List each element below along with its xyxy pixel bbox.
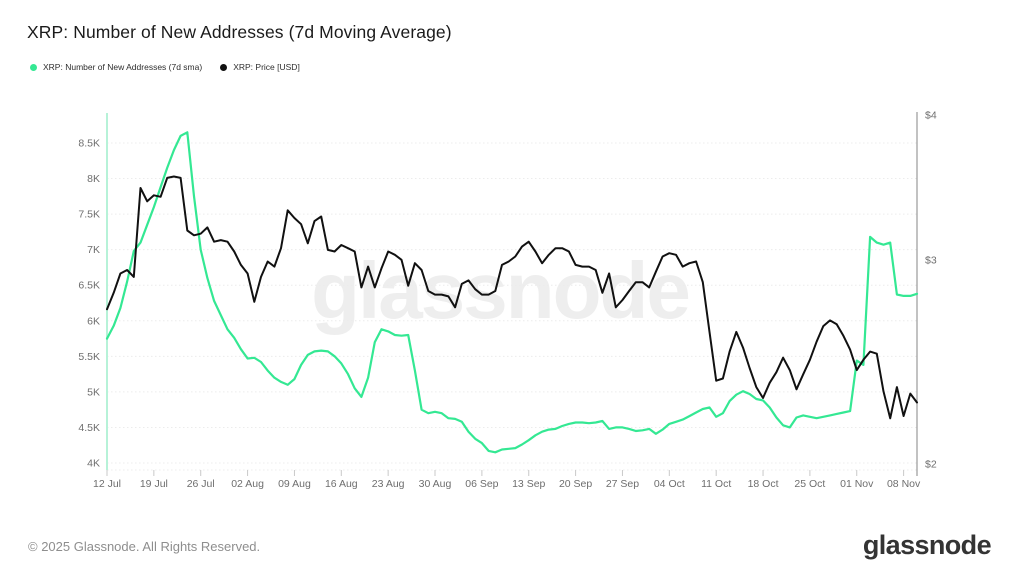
x-axis-tick-label: 26 Jul (187, 478, 215, 490)
y-axis-left-tick-label: 4K (87, 458, 100, 470)
y-axis-left-tick-label: 6K (87, 315, 100, 327)
y-axis-right-tick-label: $3 (925, 254, 937, 266)
y-axis-left-tick-label: 8.5K (78, 138, 100, 150)
x-axis-tick-label: 20 Sep (559, 478, 592, 490)
y-axis-right-tick-label: $2 (925, 459, 937, 471)
x-axis-tick-label: 25 Oct (794, 478, 825, 490)
glassnode-logo: glassnode (862, 530, 992, 560)
y-axis-left-tick-label: 8K (87, 173, 100, 185)
axis-labels: 8.5K 8K 7.5K 7K 6.5K 6K 5.5K 5K 4.5K 4K $4 $3 $2 12 J… (78, 110, 936, 491)
x-axis-tick-label: 18 Oct (748, 478, 779, 490)
x-axis-tick-label: 16 Aug (325, 478, 358, 490)
y-axis-left-tick-label: 7K (87, 244, 100, 256)
series-line-new-addresses (105, 131, 919, 454)
page-title: XRP: Number of New Addresses (7d Moving … (27, 22, 452, 42)
y-axis-left-tick-label: 6.5K (78, 280, 100, 292)
x-axis-tick-label: 04 Oct (654, 478, 685, 490)
copyright-text: © 2025 Glassnode. All Rights Reserved. (28, 539, 261, 554)
y-axis-left-tick-label: 7.5K (78, 209, 100, 221)
x-axis-tick-label: 12 Jul (93, 478, 121, 490)
x-axis-tick-label: 06 Sep (465, 478, 498, 490)
legend-label-new-addresses: XRP: Number of New Addresses (7d sma) (43, 62, 203, 72)
x-axis-tick-label: 02 Aug (231, 478, 264, 490)
x-axis-tick-label: 23 Aug (372, 478, 405, 490)
x-axis-tick-label: 11 Oct (701, 478, 731, 490)
series-line-price (106, 175, 918, 420)
x-axis-tick-label: 13 Sep (512, 478, 545, 490)
x-axis-tick-label: 19 Jul (140, 478, 168, 490)
legend-dot-icon (220, 63, 228, 71)
legend-item-price[interactable]: XRP: Price [USD] (220, 62, 300, 72)
legend-item-new-addresses[interactable]: XRP: Number of New Addresses (7d sma) (30, 62, 202, 72)
y-axis-left-tick-label: 5.5K (78, 351, 100, 363)
legend: XRP: Number of New Addresses (7d sma) XR… (30, 62, 300, 72)
x-axis-tick-label: 08 Nov (887, 478, 921, 490)
y-axis-left-tick-label: 4.5K (78, 422, 100, 434)
legend-label-price: XRP: Price [USD] (233, 62, 300, 72)
legend-dot-icon (30, 63, 37, 71)
series-lines (105, 131, 919, 454)
x-axis-tick-label: 30 Aug (419, 478, 452, 490)
y-axis-right-tick-label: $4 (925, 110, 937, 122)
x-axis-tick-label: 01 Nov (840, 478, 874, 490)
x-axis-tick-label: 27 Sep (606, 478, 639, 490)
x-axis-tick-label: 09 Aug (278, 478, 311, 490)
watermark: glassnode (311, 246, 689, 335)
y-axis-left-tick-label: 5K (87, 386, 100, 398)
